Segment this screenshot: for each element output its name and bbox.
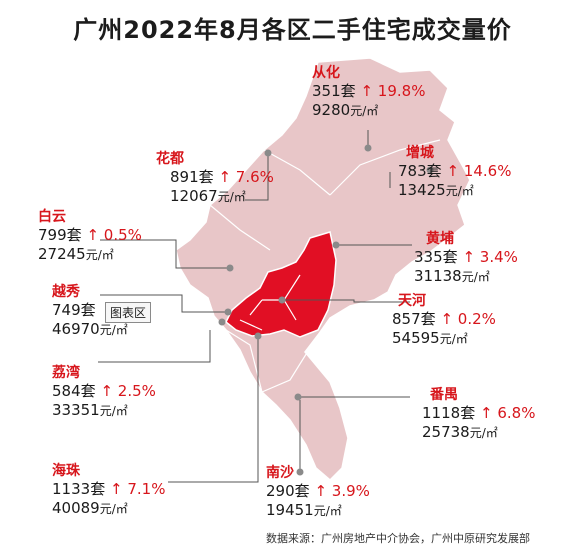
district-label-baiyun: 白云 799套 ↑ 0.5% 27245元/㎡ — [38, 209, 142, 263]
district-label-yuexiu: 越秀 749套 46970元/㎡ — [52, 284, 128, 338]
data-source-note: 数据来源：广州房地产中介协会，广州中原研究发展部 — [266, 532, 530, 545]
district-label-tianhe: 天河 857套 ↑ 0.2% 54595元/㎡ — [392, 293, 496, 347]
district-label-huadu: 花都 891套 ↑ 7.6% 12067元/㎡ — [156, 151, 274, 205]
district-label-liwan: 荔湾 584套 ↑ 2.5% 33351元/㎡ — [52, 365, 156, 419]
chart-area-tooltip: 图表区 — [105, 302, 152, 323]
district-boundaries — [209, 139, 441, 393]
district-label-conghua: 从化 351套 ↑ 19.8% 9280元/㎡ — [312, 65, 426, 119]
district-label-huangpu: 黄埔 335套 ↑ 3.4% 31138元/㎡ — [414, 231, 518, 285]
district-name: 从化 — [312, 65, 340, 81]
district-label-nansha: 南沙 290套 ↑ 3.9% 19451元/㎡ — [266, 465, 370, 519]
page-title: 广州2022年8月各区二手住宅成交量价 — [73, 16, 512, 44]
district-markers — [218, 144, 434, 476]
district-label-panyu: 番禺 1118套 ↑ 6.8% 25738元/㎡ — [422, 387, 536, 441]
district-label-zengcheng: 增城 783套 ↑ 14.6% 13425元/㎡ — [398, 145, 512, 199]
leader-lines — [98, 130, 412, 483]
district-label-haizhu: 海珠 1133套 ↑ 7.1% 40089元/㎡ — [52, 463, 166, 517]
